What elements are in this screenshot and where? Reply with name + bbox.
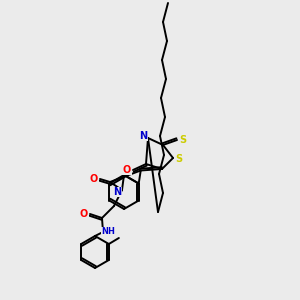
- Text: S: S: [179, 135, 187, 145]
- Text: O: O: [90, 174, 98, 184]
- Text: S: S: [176, 154, 183, 164]
- Text: N: N: [139, 131, 147, 141]
- Text: NH: NH: [101, 227, 115, 236]
- Text: O: O: [80, 209, 88, 219]
- Text: N: N: [113, 187, 121, 197]
- Text: O: O: [123, 165, 131, 175]
